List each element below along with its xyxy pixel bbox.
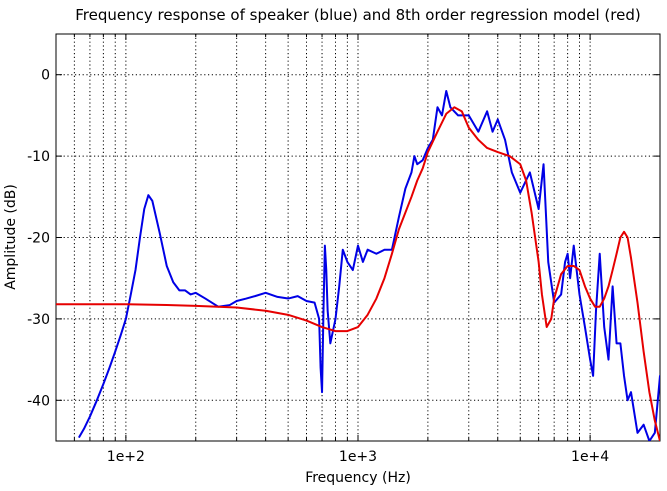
y-tick-label-2: -20 [27,231,50,247]
y-tick-label-0: 0 [41,68,50,84]
grid-layer [55,34,661,441]
x-axis-label: Frequency (Hz) [305,470,411,486]
x-tick-label-0: 1e+2 [107,449,145,465]
x-tick-label-1: 1e+3 [339,449,377,465]
y-tick-label-1: -10 [27,149,50,165]
tick-layer: 1e+2 1e+3 1e+4 0 -10 -20 -30 -40 [27,34,661,465]
y-axis-label: Amplitude (dB) [3,184,19,290]
y-tick-label-4: -40 [27,393,50,409]
series-line-1 [56,106,660,441]
chart-title: Frequency response of speaker (blue) and… [75,6,640,24]
series-line-0 [78,89,660,441]
series-layer [56,89,660,441]
x-tick-label-2: 1e+4 [571,449,609,465]
y-tick-label-3: -30 [27,312,50,328]
